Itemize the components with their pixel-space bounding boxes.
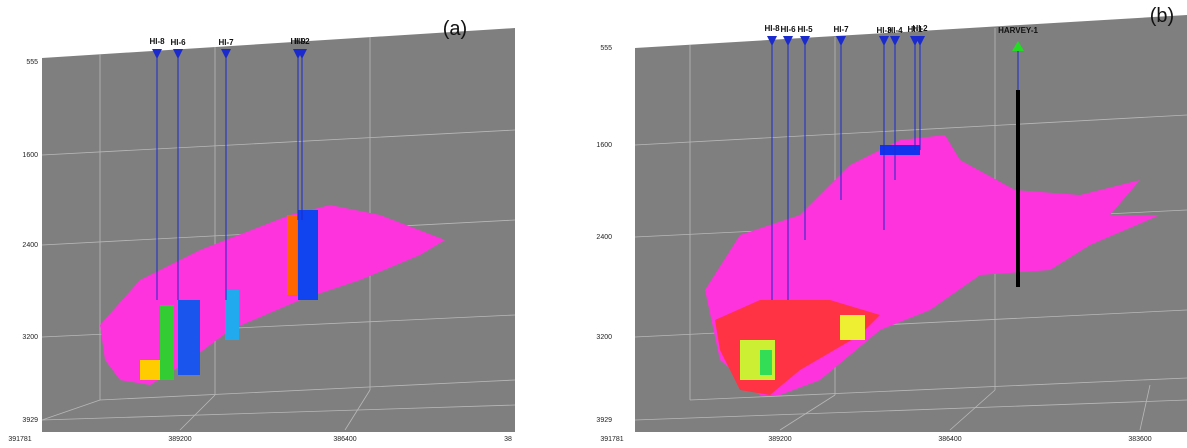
well-label: HI-2 <box>294 37 310 46</box>
well-label: HI-6 <box>170 38 186 47</box>
panel-label: (b) <box>1150 5 1174 27</box>
easting-tick-label: 389200 <box>168 436 191 443</box>
panel-label: (a) <box>443 18 467 40</box>
easting-tick-label: 391781 <box>600 436 623 443</box>
well-label: HI-7 <box>833 25 849 34</box>
depth-tick-label: 555 <box>26 59 38 66</box>
easting-tick-label: 391781 <box>8 436 31 443</box>
well-label: HI-8 <box>764 24 780 33</box>
figure: (a) 555 1600 2400 3200 3929 391781 389200 386400… <box>0 0 1187 448</box>
depth-tick-label: 1600 <box>22 152 38 159</box>
depth-tick-label: 3929 <box>596 417 612 424</box>
easting-tick-label: 386400 <box>938 436 961 443</box>
well-label: HI-6 <box>780 25 796 34</box>
depth-tick-label: 2400 <box>22 242 38 249</box>
depth-tick-label: 3929 <box>22 417 38 424</box>
depth-tick-label: 2400 <box>596 234 612 241</box>
well-label: HI-5 <box>797 25 813 34</box>
depth-tick-label: 3200 <box>596 334 612 341</box>
easting-tick-label: 389200 <box>768 436 791 443</box>
depth-tick-label: 555 <box>600 45 612 52</box>
well-label: HARVEY-1 <box>998 26 1038 35</box>
well-label: HI-2 <box>912 24 928 33</box>
well-label: HI-7 <box>218 38 234 47</box>
well-label: HI-8 <box>149 37 165 46</box>
depth-tick-label: 1600 <box>596 142 612 149</box>
depth-tick-label: 3200 <box>22 334 38 341</box>
easting-tick-label: 383600 <box>1128 436 1151 443</box>
easting-tick-label: 38 <box>504 436 512 443</box>
well-label: HI-4 <box>887 26 903 35</box>
easting-tick-label: 386400 <box>333 436 356 443</box>
